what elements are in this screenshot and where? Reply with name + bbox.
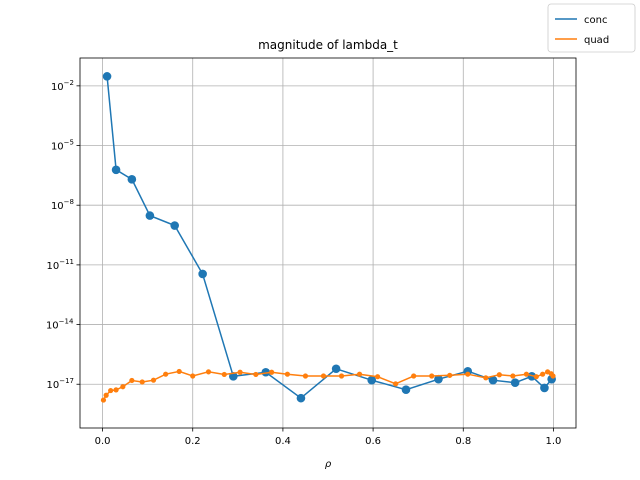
y-tick-base: 10 [46, 380, 59, 391]
data-point-quad [496, 372, 502, 378]
data-point-quad [120, 384, 126, 390]
data-point-quad [103, 392, 109, 398]
data-point-quad [411, 373, 417, 379]
y-tick-exponent: −11 [59, 258, 74, 266]
data-point-quad [540, 371, 546, 377]
x-tick-label: 0.6 [365, 436, 381, 447]
y-tick-exponent: −8 [64, 198, 74, 206]
x-tick-label: 0.0 [95, 436, 111, 447]
series-layer [100, 72, 556, 403]
data-point-quad [113, 387, 119, 393]
plot-frame [79, 57, 577, 429]
data-point-quad [523, 371, 530, 377]
y-tick-label: 10−8 [51, 198, 74, 212]
data-point-conc [111, 165, 121, 175]
data-point-conc [367, 375, 377, 385]
data-point-quad [163, 371, 169, 377]
data-point-conc [434, 374, 443, 384]
data-point-quad [429, 373, 435, 379]
data-point-quad [205, 369, 212, 375]
y-tick-base: 10 [51, 201, 64, 212]
x-axis: 0.0 0.2 0.4 0.6 0.8 1.0 [95, 428, 562, 447]
y-tick-base: 10 [46, 261, 59, 272]
data-point-quad [100, 397, 107, 403]
data-point-quad [129, 377, 135, 384]
data-point-quad [139, 379, 145, 385]
y-tick-label: 10−17 [46, 377, 74, 391]
data-point-quad [375, 374, 381, 380]
data-point-conc [102, 72, 112, 81]
data-point-quad [447, 372, 453, 378]
data-point-conc [510, 378, 520, 387]
data-point-quad [253, 371, 259, 378]
x-axis-label: ρ [325, 459, 332, 470]
y-tick-base: 10 [51, 82, 64, 93]
data-point-conc [127, 175, 137, 184]
y-tick-exponent: −5 [64, 139, 74, 147]
x-tick-label: 1.0 [546, 436, 562, 447]
data-point-quad [108, 387, 114, 394]
data-point-conc [170, 221, 179, 230]
data-point-quad [302, 373, 309, 379]
legend-frame [547, 3, 636, 53]
legend: conc quad [547, 3, 636, 53]
data-point-quad [150, 377, 157, 383]
data-point-quad [284, 371, 291, 377]
data-point-conc [331, 364, 341, 374]
x-tick-label: 0.8 [455, 436, 471, 447]
data-point-quad [338, 373, 345, 379]
data-point-conc [401, 385, 411, 395]
data-point-quad [550, 373, 556, 379]
data-point-quad [190, 373, 196, 379]
data-point-conc [296, 393, 306, 403]
data-point-quad [356, 371, 363, 377]
y-tick-base: 10 [46, 321, 59, 332]
y-tick-label: 10−5 [51, 139, 74, 153]
data-point-quad [176, 368, 182, 375]
series-line-conc [106, 76, 553, 400]
data-point-quad [533, 374, 539, 380]
y-tick-exponent: −2 [64, 79, 74, 87]
y-tick-label: 10−11 [46, 258, 74, 272]
data-point-quad [510, 373, 516, 379]
grid [80, 58, 576, 428]
x-tick-label: 0.4 [275, 436, 291, 447]
data-point-quad [465, 371, 471, 377]
y-tick-exponent: −17 [59, 377, 74, 385]
y-tick-exponent: −14 [59, 318, 74, 326]
data-point-conc [488, 375, 498, 385]
data-point-conc [540, 383, 549, 393]
data-point-conc [145, 211, 155, 220]
data-point-conc [261, 367, 271, 377]
legend-label-quad: quad [584, 35, 609, 46]
y-tick-base: 10 [51, 142, 64, 153]
x-tick-label: 0.2 [185, 436, 201, 447]
data-point-quad [483, 375, 489, 381]
legend-label-conc: conc [584, 15, 607, 26]
data-point-quad [269, 369, 275, 375]
data-point-conc [198, 269, 207, 279]
data-point-quad [320, 373, 327, 379]
y-tick-label: 10−14 [46, 318, 74, 332]
y-tick-label: 10−2 [51, 79, 74, 93]
chart-title: magnitude of lambda_t [258, 38, 398, 52]
data-point-quad [237, 369, 243, 375]
data-point-quad [221, 371, 227, 378]
data-point-quad [393, 381, 399, 387]
